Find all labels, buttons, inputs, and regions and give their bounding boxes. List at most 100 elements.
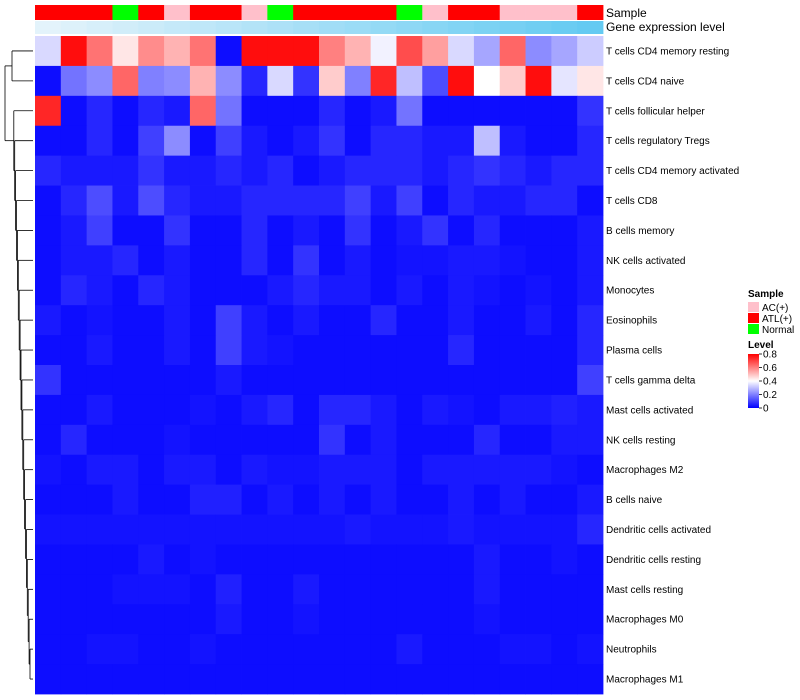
heatmap-cell	[370, 544, 397, 575]
gene-expression-annotation-cell	[525, 21, 552, 34]
legend-sample-entries: AC(+)ATL(+)Normal	[748, 302, 794, 336]
gene-expression-annotation-cell	[164, 21, 191, 34]
heatmap-cell	[473, 514, 501, 545]
row-label: Macrophages M1	[606, 675, 684, 686]
heatmap-cell	[525, 664, 552, 695]
row-label: Eosinophils	[606, 316, 657, 327]
heatmap-cell	[215, 634, 242, 665]
heatmap-cell	[215, 544, 242, 575]
gene-expression-annotation-cell	[448, 21, 475, 34]
heatmap-cell	[448, 335, 475, 366]
heatmap-cell	[473, 454, 501, 486]
heatmap-cell	[577, 155, 604, 186]
heatmap-cell	[499, 664, 526, 695]
heatmap-cell	[525, 634, 552, 665]
heatmap-cell	[344, 155, 372, 186]
heatmap-cell	[396, 394, 423, 426]
legend-sample-swatch	[748, 302, 759, 312]
gene-expression-annotation-cell	[241, 21, 268, 34]
heatmap-cell	[112, 185, 139, 216]
heatmap-cell	[112, 245, 139, 276]
heatmap-cell	[112, 65, 139, 97]
heatmap-cell	[370, 155, 397, 186]
heatmap-cell	[344, 574, 372, 605]
heatmap-cell	[473, 634, 501, 665]
heatmap-cell	[215, 454, 242, 486]
row-labels: T cells CD4 memory resting T cells CD4 na…	[606, 46, 739, 685]
heatmap-cell	[215, 125, 242, 157]
heatmap-cell	[215, 305, 242, 336]
heatmap-cell	[422, 454, 449, 486]
heatmap-cell	[112, 544, 139, 575]
heatmap-cell	[448, 454, 475, 486]
heatmap-cell	[164, 634, 191, 665]
heatmap-cell	[344, 394, 372, 426]
heatmap-cell	[164, 365, 191, 396]
heatmap-cell	[577, 275, 604, 306]
heatmap-cell	[422, 245, 449, 276]
heatmap-cell	[164, 65, 191, 97]
heatmap-cell	[241, 275, 268, 306]
heatmap-cell	[551, 125, 578, 157]
sample-annotation-cell	[189, 5, 217, 20]
heatmap-cell	[344, 514, 372, 545]
heatmap-cell	[448, 185, 475, 216]
heatmap-cell	[164, 604, 191, 635]
heatmap-cell	[267, 514, 294, 545]
heatmap-cell	[551, 604, 578, 635]
heatmap-cell	[86, 365, 113, 396]
heatmap-cell	[473, 185, 501, 216]
heatmap-cell	[370, 95, 397, 127]
heatmap-cell	[35, 514, 62, 545]
heatmap-cell	[344, 454, 372, 486]
heatmap-cell	[35, 454, 62, 486]
heatmap-cell	[319, 65, 346, 97]
heatmap-cell	[35, 424, 62, 456]
heatmap-cell	[86, 185, 113, 216]
heatmap-cell	[396, 514, 423, 545]
sample-annotation-cell	[60, 5, 88, 20]
heatmap-cell	[164, 305, 191, 336]
heatmap-cell	[267, 36, 294, 67]
heatmap-cell	[525, 245, 552, 276]
heatmap-cell	[241, 215, 268, 246]
heatmap-cell	[86, 454, 113, 486]
heatmap-cell	[473, 155, 501, 186]
heatmap-cell	[370, 36, 397, 67]
heatmap-cell	[396, 574, 423, 605]
heatmap-cell	[138, 185, 165, 216]
heatmap-cell	[473, 365, 501, 396]
heatmap-cell	[112, 424, 139, 456]
legend-sample-label: AC(+)	[762, 303, 788, 314]
gene-expression-annotation-cell	[499, 21, 526, 34]
heatmap-cell	[86, 544, 113, 575]
heatmap-cell	[422, 394, 449, 426]
row-label: Monocytes	[606, 286, 654, 297]
heatmap-cell	[138, 36, 165, 67]
sample-annotation-cell	[215, 5, 242, 20]
heatmap-cell	[86, 574, 113, 605]
heatmap-cell	[35, 544, 62, 575]
heatmap-cell	[499, 424, 526, 456]
heatmap-cell	[448, 634, 475, 665]
heatmap-cell	[189, 604, 217, 635]
heatmap-cell	[267, 365, 294, 396]
heatmap-cell	[60, 394, 88, 426]
heatmap-cell	[60, 36, 88, 67]
heatmap-cell	[551, 574, 578, 605]
heatmap-cell	[473, 305, 501, 336]
heatmap-cell	[60, 275, 88, 306]
heatmap-cell	[241, 454, 268, 486]
heatmap-cell	[189, 36, 217, 67]
legend-level-title: Level	[748, 340, 774, 351]
heatmap-cell	[422, 335, 449, 366]
gene-expression-annotation-cell	[319, 21, 346, 34]
heatmap-cell	[35, 245, 62, 276]
heatmap-cell	[35, 65, 62, 97]
heatmap-cell	[112, 305, 139, 336]
heatmap-cell	[551, 514, 578, 545]
heatmap-cell	[267, 185, 294, 216]
heatmap-cell	[138, 335, 165, 366]
heatmap-cell	[551, 664, 578, 695]
heatmap-cell	[293, 634, 320, 665]
